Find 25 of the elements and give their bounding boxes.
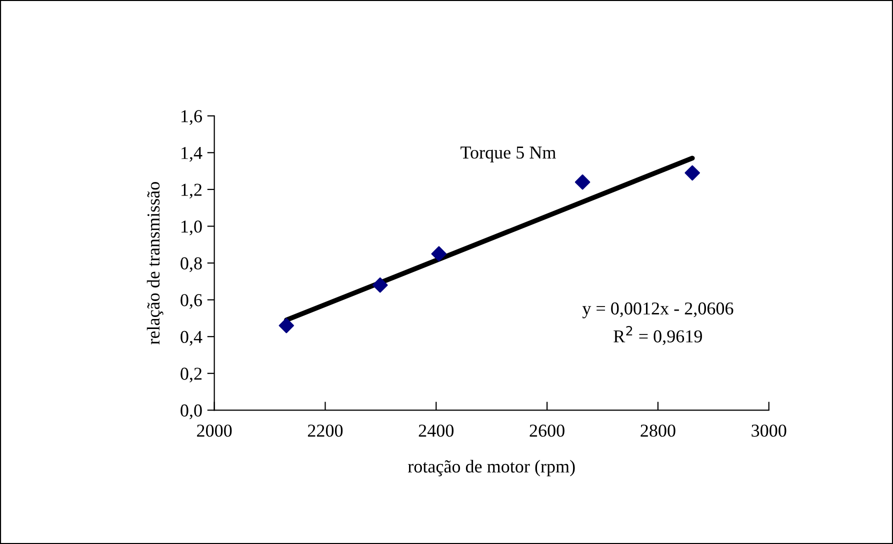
annotation: y = 0,0012x - 2,0606 [582,302,734,318]
point [372,277,388,293]
y-tick-label: 1,6 [182,110,202,125]
x-tick-label: 2200 [308,424,343,437]
point [574,174,590,190]
annotation: Torque 5 Nm [460,146,556,162]
point [431,246,447,262]
x-tick-label: 2800 [640,424,676,437]
x-tick-label: 3000 [752,424,786,437]
y-tick-label: 1,2 [182,184,202,198]
y-tick-label: 0,2 [180,368,202,382]
x-tick-label: 2400 [418,424,454,437]
y-tick-label: 1,4 [182,147,202,162]
x-axis-title: rotação de motor (rpm) [408,460,575,476]
x-tick-label: 2000 [197,424,232,437]
y-tick-label: 0,8 [180,257,202,272]
y-tick-label: 0,0 [180,404,202,420]
y-tick-label: 1,0 [182,220,202,236]
y-tick-label: 0,6 [180,294,202,309]
point [278,318,294,334]
y-axis-title: relação de transmissão [146,182,164,344]
point [684,165,700,181]
y-tick-label: 0,4 [180,330,202,346]
x-tick-label: 2600 [530,424,564,437]
annotation: R$^{2}$ = 0,9619 [614,326,702,346]
